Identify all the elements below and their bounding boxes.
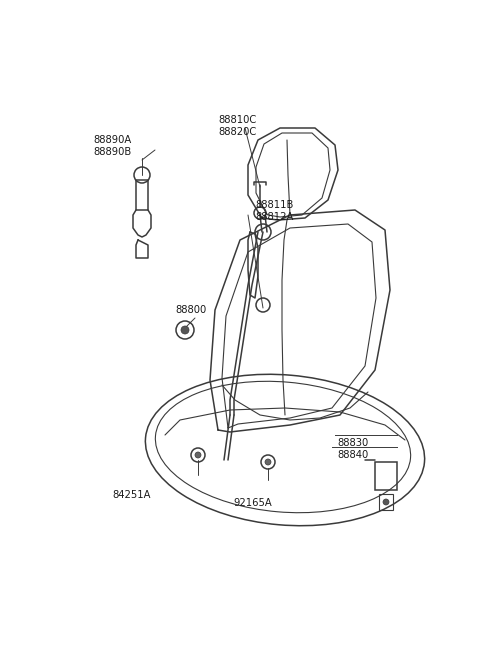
Text: 88830
88840: 88830 88840	[337, 438, 368, 460]
Text: 84251A: 84251A	[112, 490, 151, 500]
Circle shape	[265, 459, 271, 465]
Circle shape	[195, 452, 201, 458]
Text: 88890A
88890B: 88890A 88890B	[93, 135, 131, 157]
Text: 88811B
88812A: 88811B 88812A	[255, 200, 293, 221]
Text: 92165A: 92165A	[233, 498, 272, 508]
Text: 88800: 88800	[175, 305, 206, 315]
Text: 88810C
88820C: 88810C 88820C	[218, 115, 256, 137]
Circle shape	[181, 326, 189, 334]
Circle shape	[383, 499, 389, 505]
